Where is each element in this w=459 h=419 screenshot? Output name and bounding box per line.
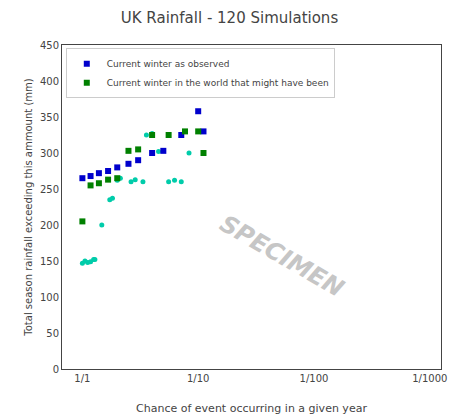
svg-text:0: 0: [53, 364, 59, 375]
svg-text:SPECIMEN: SPECIMEN: [215, 209, 349, 302]
svg-text:200: 200: [40, 220, 59, 231]
svg-text:50: 50: [46, 328, 59, 339]
svg-text:300: 300: [40, 148, 59, 159]
svg-text:100: 100: [40, 292, 59, 303]
svg-text:1/1: 1/1: [74, 373, 90, 384]
svg-text:Chance of event occurring in a: Chance of event occurring in a given yea…: [136, 402, 367, 415]
svg-text:Current winter as observed: Current winter as observed: [107, 59, 230, 69]
svg-text:Current winter in the world th: Current winter in the world that might h…: [107, 78, 329, 88]
svg-text:UK Rainfall - 120 Simulations: UK Rainfall - 120 Simulations: [121, 9, 339, 27]
svg-text:450: 450: [40, 40, 59, 51]
svg-text:Total season rainfall exceedin: Total season rainfall exceeding this amm…: [23, 78, 34, 336]
svg-text:1/1000: 1/1000: [412, 373, 447, 384]
svg-text:150: 150: [40, 256, 59, 267]
svg-text:250: 250: [40, 184, 59, 195]
svg-text:350: 350: [40, 112, 59, 123]
svg-text:1/100: 1/100: [300, 373, 329, 384]
svg-text:1/10: 1/10: [187, 373, 209, 384]
svg-text:400: 400: [40, 76, 59, 87]
